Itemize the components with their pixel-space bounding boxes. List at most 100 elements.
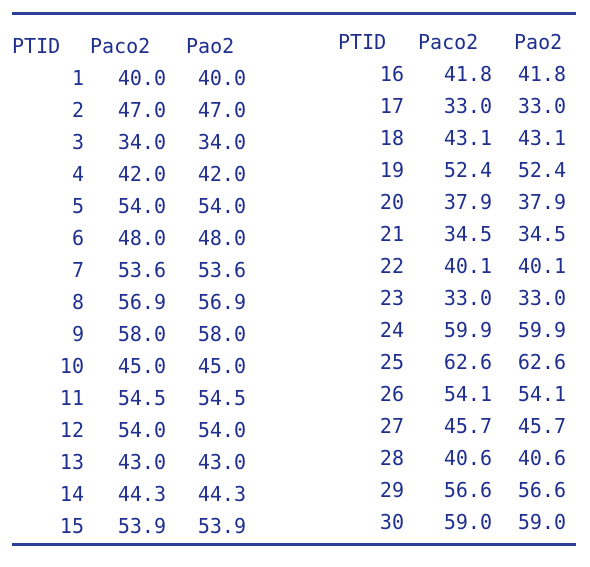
cell-paco2: 45.7 [443,414,492,438]
table-row: 9 58.0 58.0 [12,318,266,350]
header-pao2: Pao2 [514,30,563,54]
cell-paco2: 40.6 [443,446,492,470]
cell-ptid: 11 [59,386,84,410]
table-row: 30 59.0 59.0 [338,506,588,538]
cell-paco2: 44.3 [117,482,166,506]
table-row: 6 48.0 48.0 [12,222,266,254]
cell-ptid: 21 [379,222,404,246]
cell-paco2: 48.0 [117,226,166,250]
cell-paco2: 33.0 [443,286,492,310]
cell-pao2: 43.1 [517,126,566,150]
cell-pao2: 37.9 [517,190,566,214]
cell-pao2: 43.0 [197,450,246,474]
table-row: 16 41.8 41.8 [338,58,588,90]
table-row: 19 52.4 52.4 [338,154,588,186]
cell-pao2: 40.0 [197,66,246,90]
table-row: 17 33.0 33.0 [338,90,588,122]
cell-pao2: 45.7 [517,414,566,438]
table-row: 24 59.9 59.9 [338,314,588,346]
right-header-row: PTID Paco2 Pao2 [338,26,588,58]
cell-ptid: 30 [379,510,404,534]
table-row: 28 40.6 40.6 [338,442,588,474]
cell-paco2: 56.6 [443,478,492,502]
cell-ptid: 15 [59,514,84,538]
cell-pao2: 34.5 [517,222,566,246]
top-rule [12,12,576,15]
cell-pao2: 56.6 [517,478,566,502]
cell-paco2: 43.1 [443,126,492,150]
table-row: 27 45.7 45.7 [338,410,588,442]
table-row: 2 47.0 47.0 [12,94,266,126]
cell-paco2: 45.0 [117,354,166,378]
table-row: 18 43.1 43.1 [338,122,588,154]
cell-pao2: 62.6 [517,350,566,374]
left-header-row: PTID Paco2 Pao2 [12,30,266,62]
cell-paco2: 54.0 [117,194,166,218]
header-ptid: PTID [338,30,387,54]
cell-pao2: 47.0 [197,98,246,122]
cell-paco2: 54.0 [117,418,166,442]
cell-ptid: 12 [59,418,84,442]
cell-ptid: 20 [379,190,404,214]
table-row: 5 54.0 54.0 [12,190,266,222]
cell-pao2: 44.3 [197,482,246,506]
bottom-rule [12,543,576,546]
cell-paco2: 54.1 [443,382,492,406]
table-row: 8 56.9 56.9 [12,286,266,318]
header-paco2: Paco2 [90,34,151,58]
cell-paco2: 58.0 [117,322,166,346]
table-row: 26 54.1 54.1 [338,378,588,410]
cell-pao2: 33.0 [517,94,566,118]
cell-ptid: 14 [59,482,84,506]
cell-paco2: 41.8 [443,62,492,86]
cell-paco2: 53.9 [117,514,166,538]
cell-ptid: 28 [379,446,404,470]
cell-paco2: 47.0 [117,98,166,122]
cell-pao2: 48.0 [197,226,246,250]
cell-ptid: 7 [71,258,84,282]
left-table: PTID Paco2 Pao2 1 40.0 40.0 2 47.0 47.0 3 34.0 3… [12,30,266,542]
cell-paco2: 40.0 [117,66,166,90]
cell-pao2: 42.0 [197,162,246,186]
cell-pao2: 54.0 [197,194,246,218]
cell-paco2: 34.0 [117,130,166,154]
table-row: 12 54.0 54.0 [12,414,266,446]
table-row: 11 54.5 54.5 [12,382,266,414]
cell-ptid: 29 [379,478,404,502]
cell-pao2: 41.8 [517,62,566,86]
table-row: 13 43.0 43.0 [12,446,266,478]
cell-ptid: 8 [71,290,84,314]
cell-paco2: 34.5 [443,222,492,246]
cell-pao2: 54.0 [197,418,246,442]
cell-paco2: 62.6 [443,350,492,374]
cell-pao2: 59.9 [517,318,566,342]
table-row: 23 33.0 33.0 [338,282,588,314]
cell-paco2: 52.4 [443,158,492,182]
cell-pao2: 53.6 [197,258,246,282]
cell-ptid: 4 [71,162,84,186]
cell-paco2: 54.5 [117,386,166,410]
cell-pao2: 33.0 [517,286,566,310]
cell-ptid: 27 [379,414,404,438]
cell-ptid: 18 [379,126,404,150]
cell-ptid: 6 [71,226,84,250]
cell-pao2: 54.1 [517,382,566,406]
table-row: 25 62.6 62.6 [338,346,588,378]
table-row: 15 53.9 53.9 [12,510,266,542]
cell-ptid: 25 [379,350,404,374]
cell-paco2: 43.0 [117,450,166,474]
table-row: 20 37.9 37.9 [338,186,588,218]
cell-pao2: 53.9 [197,514,246,538]
cell-ptid: 16 [379,62,404,86]
cell-ptid: 1 [71,66,84,90]
table-row: 22 40.1 40.1 [338,250,588,282]
cell-ptid: 22 [379,254,404,278]
cell-ptid: 19 [379,158,404,182]
cell-pao2: 59.0 [517,510,566,534]
right-table: PTID Paco2 Pao2 16 41.8 41.8 17 33.0 33.0 18 43… [338,26,588,538]
cell-ptid: 17 [379,94,404,118]
table-row: 3 34.0 34.0 [12,126,266,158]
cell-ptid: 9 [71,322,84,346]
cell-pao2: 52.4 [517,158,566,182]
cell-ptid: 26 [379,382,404,406]
